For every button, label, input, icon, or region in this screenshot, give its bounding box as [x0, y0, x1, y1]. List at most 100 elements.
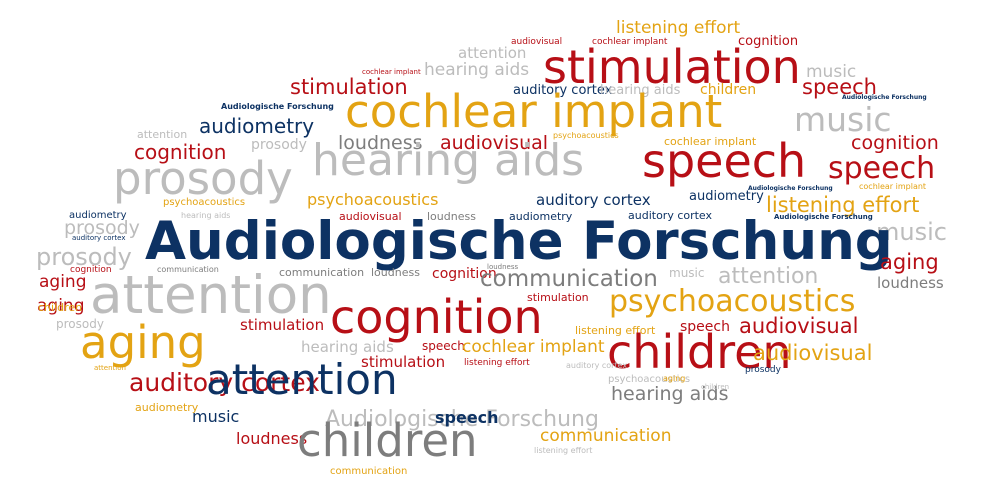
word: cognition	[738, 34, 799, 49]
word: audiometry	[69, 210, 127, 221]
word: psychoacoustics	[307, 190, 439, 209]
word: listening effort	[575, 324, 656, 337]
word: loudness	[427, 210, 476, 223]
word: loudness	[236, 429, 308, 448]
word: audiovisual	[511, 37, 563, 47]
word: stimulation	[361, 353, 446, 371]
word: attention	[718, 264, 819, 289]
word: Audiologische Forschung	[774, 213, 873, 221]
word: prosody	[251, 137, 307, 153]
word: listening effort	[464, 358, 530, 368]
word: listening effort	[766, 193, 920, 217]
word: listening effort	[616, 18, 741, 38]
word: auditory cortex	[566, 361, 628, 370]
word: attention	[458, 44, 527, 62]
word: music	[806, 62, 857, 82]
word: cochlear implant	[592, 37, 668, 47]
word: psychoacoustics	[608, 374, 691, 385]
word: audiometry	[509, 210, 573, 223]
word: psychoacoustics	[553, 131, 619, 140]
word: attention	[137, 128, 188, 141]
word: cochlear implant	[462, 337, 605, 357]
word: Audiologische Forschung	[325, 407, 599, 432]
word: attention	[90, 265, 332, 326]
word: communication	[330, 466, 408, 477]
word: prosody	[56, 317, 104, 331]
word: communication	[279, 266, 365, 279]
word: stimulation	[240, 316, 325, 334]
word: prosody	[745, 365, 781, 375]
word: hearing aids	[301, 338, 394, 356]
word: auditory cortex	[72, 234, 126, 242]
word: auditory cortex	[536, 191, 651, 209]
word: hearing aids	[424, 60, 530, 80]
word: cochlear implant	[859, 182, 927, 191]
word: audiovisual	[739, 314, 859, 338]
word: auditory cortex	[513, 83, 613, 98]
word: children	[607, 325, 792, 379]
word: audiovisual	[339, 210, 402, 223]
word: music	[669, 266, 705, 280]
word: listening effort	[534, 446, 593, 455]
word: cognition	[851, 132, 939, 154]
word: cochlear implant	[664, 135, 757, 148]
word: aging	[37, 296, 85, 316]
word: speech	[802, 75, 877, 99]
word: Audiologische Forschung	[221, 102, 334, 111]
word: hearing aids	[611, 383, 729, 405]
word: aging	[880, 250, 939, 274]
word: Audiologische Forschung	[842, 94, 927, 101]
word: communication	[540, 426, 672, 446]
word: stimulation	[290, 75, 408, 99]
word: music	[192, 407, 240, 426]
word: stimulation	[527, 291, 589, 304]
word: music	[794, 100, 892, 139]
word: audiometry	[689, 189, 764, 204]
word: music	[876, 218, 947, 246]
word: children	[700, 82, 757, 98]
word: hearing aids	[600, 83, 681, 98]
word: psychoacoustics	[609, 284, 856, 319]
word: prosody	[64, 217, 140, 239]
word: audiovisual	[440, 132, 549, 154]
word: auditory cortex	[129, 368, 320, 397]
word: aging	[80, 316, 206, 369]
word: psychoacoustics	[163, 197, 246, 208]
word: loudness	[338, 132, 423, 154]
word: loudness	[371, 266, 420, 279]
word: loudness	[877, 274, 944, 292]
word: communication	[157, 265, 219, 274]
word: hearing aids	[312, 135, 585, 186]
word: prosody	[113, 152, 293, 205]
word: cochlear implant	[345, 85, 723, 138]
word: speech	[422, 339, 465, 353]
word: children	[38, 301, 83, 314]
word: cognition	[134, 140, 227, 164]
word: children	[297, 414, 478, 467]
word: aging	[39, 272, 87, 292]
word: aging	[663, 374, 686, 383]
word: audiometry	[135, 401, 199, 414]
word: audiometry	[199, 114, 315, 138]
word: auditory cortex	[628, 209, 713, 222]
word: stimulation	[543, 40, 801, 94]
word: cochlear implant	[362, 68, 421, 76]
word: communication	[480, 266, 658, 292]
word: speech	[828, 151, 936, 186]
word: attention	[94, 364, 126, 372]
word: attention	[206, 355, 398, 404]
word: Audiologische Forschung	[748, 185, 833, 192]
word: cognition	[330, 290, 543, 344]
word: cognition	[432, 266, 497, 282]
word: audiovisual	[753, 341, 873, 365]
word: Audiologische Forschung	[145, 211, 893, 272]
word: hearing aids	[181, 211, 231, 220]
word: speech	[435, 408, 499, 427]
word: speech	[642, 134, 807, 188]
word: speech	[680, 319, 730, 335]
word: loudness	[487, 263, 519, 271]
word: children	[701, 383, 730, 391]
word: prosody	[36, 243, 132, 271]
word: cognition	[70, 265, 112, 275]
